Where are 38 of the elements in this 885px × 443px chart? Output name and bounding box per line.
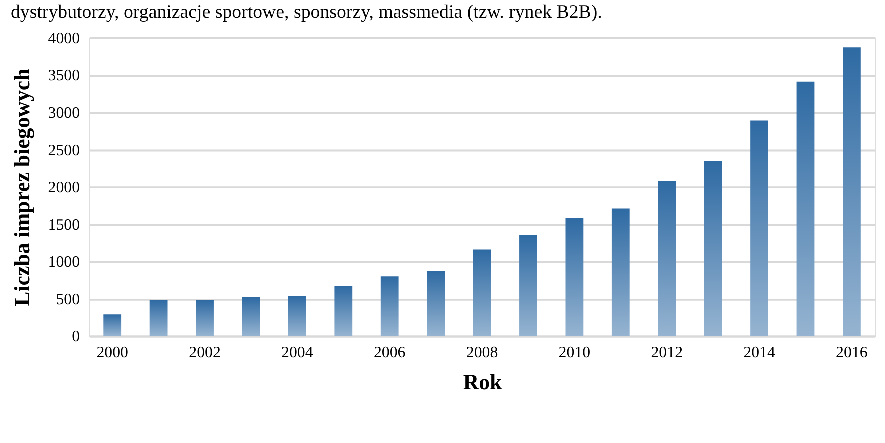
x-tick-label: 2010 xyxy=(558,344,591,362)
bar xyxy=(612,208,630,336)
x-tick-label: 2000 xyxy=(96,344,129,362)
y-tick-label: 2000 xyxy=(48,180,80,197)
bar xyxy=(242,297,260,336)
y-tick-label: 2500 xyxy=(48,142,80,160)
bar xyxy=(704,160,722,336)
bar xyxy=(104,314,122,336)
bar xyxy=(566,218,584,336)
bar xyxy=(750,120,768,336)
x-tick-label: 2014 xyxy=(744,344,776,362)
bar xyxy=(288,296,306,336)
y-tick-label: 1500 xyxy=(48,216,80,234)
y-tick-label: 4000 xyxy=(48,30,80,48)
bar xyxy=(427,271,446,336)
x-tick-label: 2004 xyxy=(282,344,314,362)
x-tick-label: 2002 xyxy=(189,344,221,362)
bar xyxy=(150,300,168,336)
x-tick-label: 2016 xyxy=(836,344,868,362)
x-axis-title: Rok xyxy=(463,370,504,394)
bar xyxy=(380,276,399,336)
y-tick-label: 1000 xyxy=(48,254,80,272)
bar xyxy=(796,82,815,336)
bar xyxy=(334,286,353,336)
y-tick-label: 3500 xyxy=(48,68,80,85)
bar xyxy=(843,48,861,336)
x-tick-label: 2012 xyxy=(651,344,684,362)
x-tick-label: 2006 xyxy=(374,344,406,362)
x-tick-label: 2008 xyxy=(466,344,498,362)
y-tick-label: 0 xyxy=(72,328,80,346)
bar xyxy=(658,181,676,336)
bar xyxy=(196,300,214,336)
y-tick-label: 500 xyxy=(56,291,80,308)
text: dystrybutorzy, organizacje sportowe, sponsorzy, massmedia (tzw. rynek B2B). xyxy=(10,2,602,24)
y-axis-title: Liczba imprez biegowych xyxy=(10,68,34,306)
bar xyxy=(520,236,538,336)
y-tick-label: 3000 xyxy=(48,104,80,122)
bar xyxy=(473,250,492,336)
